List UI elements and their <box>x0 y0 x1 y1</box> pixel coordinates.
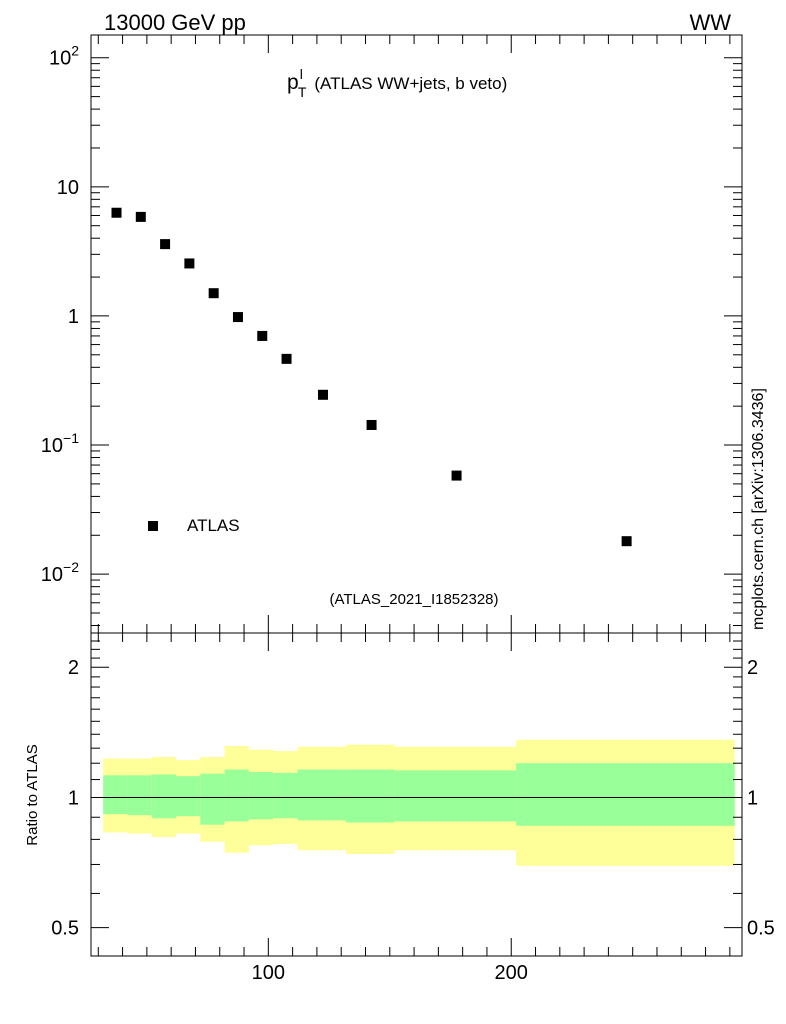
legend-marker <box>148 521 158 531</box>
title-sub: T <box>298 84 307 100</box>
uncertainty-band-inner <box>200 773 225 825</box>
uncertainty-band-inner <box>346 769 395 823</box>
y-tick-label: 102 <box>49 43 79 70</box>
ratio-y-tick-label-left: 0.5 <box>51 918 79 940</box>
header-process-label: WW <box>689 10 731 35</box>
uncertainty-band-inner <box>103 775 128 815</box>
y-tick-label: 10 <box>57 177 79 199</box>
analysis-tag: (ATLAS_2021_I1852328) <box>329 591 498 608</box>
data-point <box>317 389 328 400</box>
main-plot-title: pl T (ATLAS WW+jets, b veto) <box>287 66 507 100</box>
ratio-y-tick-label-left: 2 <box>68 657 79 679</box>
data-point <box>451 470 462 481</box>
title-rest: (ATLAS WW+jets, b veto) <box>314 74 507 93</box>
data-point <box>208 288 219 299</box>
title-p: p <box>287 71 299 94</box>
uncertainty-band-inner <box>127 775 152 816</box>
ratio-y-tick-label-right: 0.5 <box>747 918 775 940</box>
uncertainty-band-inner <box>151 774 177 819</box>
ratio-y-tick-label-left: 1 <box>68 787 79 809</box>
data-point <box>366 419 377 430</box>
uncertainty-band-inner <box>176 776 201 817</box>
ratio-y-tick-label-right: 1 <box>747 787 758 809</box>
y-tick-label: 10−1 <box>41 430 79 457</box>
data-point <box>257 330 268 341</box>
ratio-y-tick-label-right: 2 <box>747 657 758 679</box>
data-point <box>232 312 243 323</box>
data-point <box>160 239 171 250</box>
data-point <box>111 207 122 218</box>
data-point <box>281 353 292 364</box>
y-tick-label: 10−2 <box>41 559 79 586</box>
x-tick-label: 200 <box>495 962 528 984</box>
main-plot-frame <box>90 34 743 634</box>
data-point <box>621 536 632 547</box>
uncertainty-band-inner <box>224 769 249 822</box>
uncertainty-band-inner <box>297 769 347 821</box>
y-tick-label: 1 <box>68 306 79 328</box>
uncertainty-band-inner <box>394 770 517 822</box>
legend-label-atlas: ATLAS <box>187 516 240 535</box>
x-tick-label: 100 <box>252 962 285 984</box>
ratio-plot-frame <box>90 632 743 957</box>
uncertainty-band-inner <box>273 772 298 819</box>
uncertainty-band-inner <box>248 772 274 820</box>
data-point <box>184 258 195 269</box>
title-sup: l <box>300 66 303 82</box>
ratio-axis-label: Ratio to ATLAS <box>24 744 41 845</box>
side-credit-label: mcplots.cern.ch [arXiv:1306.3436] <box>750 388 767 630</box>
data-point <box>135 211 146 222</box>
uncertainty-band-inner <box>516 763 735 826</box>
header-energy-label: 13000 GeV pp <box>104 10 246 35</box>
